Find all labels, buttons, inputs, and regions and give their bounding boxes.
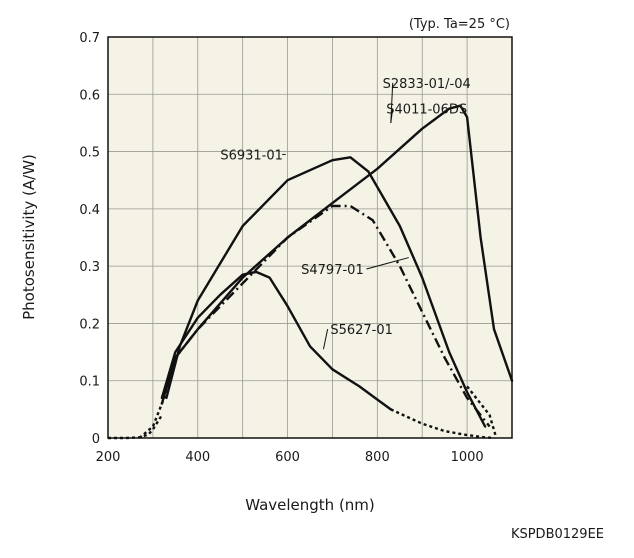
- annotation-leader-line: [322, 329, 329, 350]
- x-tick-label: 1000: [451, 450, 484, 465]
- plot-background: [108, 37, 512, 438]
- series-line-s2833-01-04: [160, 104, 514, 405]
- grid-lines: [108, 37, 512, 438]
- condition-note: (Typ. Ta=25 °C): [409, 17, 510, 32]
- y-tick-label: 0.7: [79, 31, 100, 46]
- y-tick-label: 0: [92, 432, 100, 447]
- y-tick-label: 0.4: [79, 203, 100, 218]
- x-tick-label: 800: [365, 450, 390, 465]
- x-tick-label: 200: [96, 450, 121, 465]
- plot-frame: [107, 36, 513, 439]
- series-annotation-label: S4797-01: [301, 263, 364, 278]
- series-annotation-label: S6931-01: [220, 148, 283, 163]
- series-annotation-label: S2833-01/-04: [383, 77, 471, 92]
- y-axis-title: Photosensitivity (A/W): [20, 154, 38, 320]
- annotation-leader-line: [390, 82, 394, 123]
- series-line-s4797-01-ir-dotted-tail: [466, 385, 498, 439]
- annotations-layer: S2833-01/-04 S4011-06DS S6931-01 S4797-01 S5…: [220, 77, 471, 350]
- y-tick-label: 0.2: [79, 317, 100, 332]
- annotation-leader-line: [366, 257, 409, 270]
- x-axis-title: Wavelength (nm): [245, 496, 375, 514]
- series-layer: [108, 104, 514, 440]
- series-line-s4797-01: [160, 204, 491, 428]
- series-line-s5627-01: [160, 270, 392, 411]
- series-line-s4797-01-dotted-extension: [138, 363, 177, 439]
- series-annotation-label: S4011-06DS: [386, 103, 467, 118]
- y-tick-label: 0.3: [79, 260, 100, 275]
- figure-code: KSPDB0129EE: [511, 527, 604, 542]
- x-tick-label: 600: [275, 450, 300, 465]
- y-tick-label: 0.6: [79, 88, 100, 103]
- x-tick-label: 400: [185, 450, 210, 465]
- y-tick-label: 0.5: [79, 146, 100, 161]
- x-tick-labels: 200 400 600 800 1000: [96, 450, 484, 465]
- series-annotation-label: S5627-01: [330, 323, 393, 338]
- y-tick-label: 0.1: [79, 375, 100, 390]
- y-tick-labels: 0 0.1 0.2 0.3 0.4 0.5 0.6 0.7: [79, 31, 100, 447]
- series-line-s6931-01: [165, 156, 487, 428]
- annotation-leader-line: [390, 108, 394, 123]
